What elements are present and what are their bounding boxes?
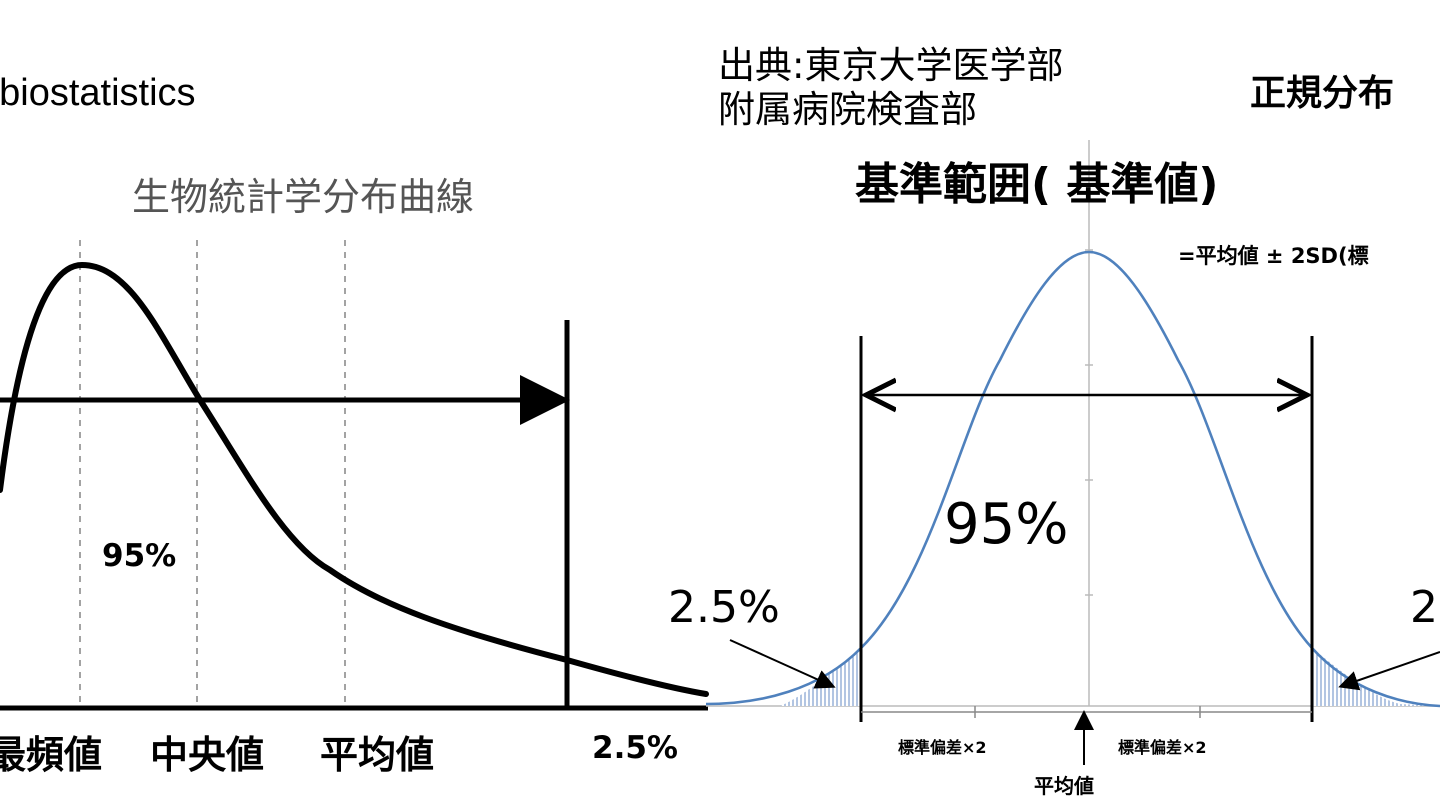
normal-distribution-curve (705, 250, 1440, 708)
median-label: 中央値 (150, 733, 265, 777)
left-panel (0, 240, 709, 711)
left-chart-title: 生物統計学分布曲線 (132, 175, 475, 219)
mode-label: 最頻値 (0, 733, 103, 777)
skewed-distribution-curve (0, 261, 709, 697)
right-mean-label: 平均値 (1034, 774, 1094, 798)
formula-text: =平均値 ± 2SD(標 (1178, 244, 1369, 268)
reference-range-title: 基準範囲( 基準値) (855, 159, 1219, 210)
right-panel (705, 140, 1440, 765)
right-heading: 正規分布 (1250, 73, 1395, 114)
sd-left-label: 標準偏差×2 (898, 738, 987, 757)
axis-ticks (1085, 249, 1093, 596)
sd-dimension-line (861, 706, 1312, 718)
left-tail-pointer (729, 639, 836, 689)
right-percent-label: 95% (944, 492, 1069, 557)
mean-label: 平均値 (320, 733, 435, 777)
right-tail-right-label: 2 (1410, 582, 1438, 633)
left-tail-area (780, 648, 861, 706)
left-tail-label: 2.5% (592, 730, 678, 766)
right-tail-left-label: 2.5% (668, 582, 780, 633)
sd-right-label: 標準偏差×2 (1118, 738, 1207, 757)
left-header-text: : biostatistics (0, 72, 196, 114)
source-citation: 出典:東京大学医学部 附属病院検査部 (718, 44, 1064, 131)
right-tail-pointer (1338, 651, 1440, 691)
right-tail-area (1312, 648, 1440, 706)
left-percent-label: 95% (102, 538, 177, 574)
